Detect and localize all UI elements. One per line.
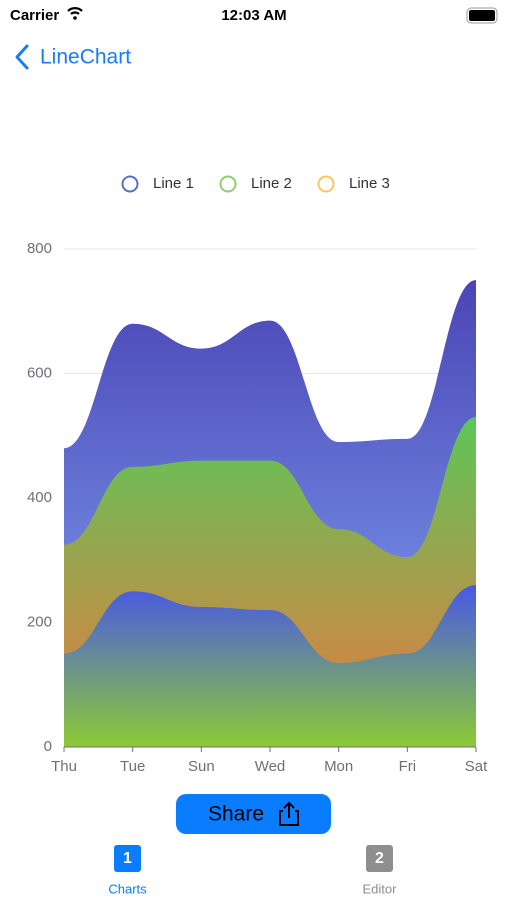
- y-tick-label: 200: [27, 613, 52, 630]
- tab-editor[interactable]: 2 Editor: [363, 845, 398, 896]
- y-tick-label: 0: [44, 738, 52, 755]
- y-tick-label: 600: [27, 364, 52, 381]
- x-tick-label: Fri: [399, 758, 417, 775]
- clock: 12:03 AM: [221, 7, 286, 24]
- battery: [466, 7, 498, 24]
- share-button[interactable]: Share: [176, 794, 331, 834]
- legend-item[interactable]: Line 2: [219, 175, 292, 193]
- legend-item[interactable]: Line 3: [317, 175, 390, 193]
- wifi-dot: [73, 16, 77, 20]
- legend-label: Line 3: [349, 175, 390, 192]
- area: [64, 585, 476, 747]
- wifi-icon: [67, 7, 83, 15]
- tab-badge: [366, 845, 393, 872]
- x-tick-label: Tue: [120, 758, 145, 775]
- legend-label: Line 2: [251, 175, 292, 192]
- battery-level: [469, 10, 495, 21]
- legend-label: Line 1: [153, 175, 194, 192]
- x-tick-label: Sun: [188, 758, 215, 775]
- share-label: Share: [208, 803, 264, 826]
- tab-badge-text: 2: [375, 850, 384, 867]
- y-tick-label: 400: [27, 489, 52, 506]
- legend-symbol: [219, 175, 237, 193]
- tab-charts[interactable]: 1 Charts: [108, 845, 147, 896]
- x-tick-label: Mon: [324, 758, 353, 775]
- x-tick-label: Sat: [465, 758, 488, 775]
- y-tick-label: 800: [27, 240, 52, 257]
- x-tick-label: Wed: [255, 758, 286, 775]
- back-button[interactable]: LineChart: [15, 44, 131, 70]
- share-icon: [279, 801, 299, 826]
- legend-item[interactable]: Line 1: [121, 175, 194, 193]
- nav-title: LineChart: [40, 46, 131, 69]
- x-tick-label: Thu: [51, 758, 77, 775]
- tab-label: Charts: [108, 881, 147, 896]
- legend-symbol: [121, 175, 139, 193]
- tab-badge: [114, 845, 141, 872]
- back-chevron: [15, 44, 29, 70]
- chart: 0 200 400 600 800 Thu Tue Sun Wed Mon Fri Sat Line 1…: [27, 175, 488, 775]
- carrier: Carrier: [10, 7, 59, 24]
- tab-badge-text: 1: [123, 850, 132, 867]
- legend-symbol: [317, 175, 335, 193]
- tab-label: Editor: [363, 881, 398, 896]
